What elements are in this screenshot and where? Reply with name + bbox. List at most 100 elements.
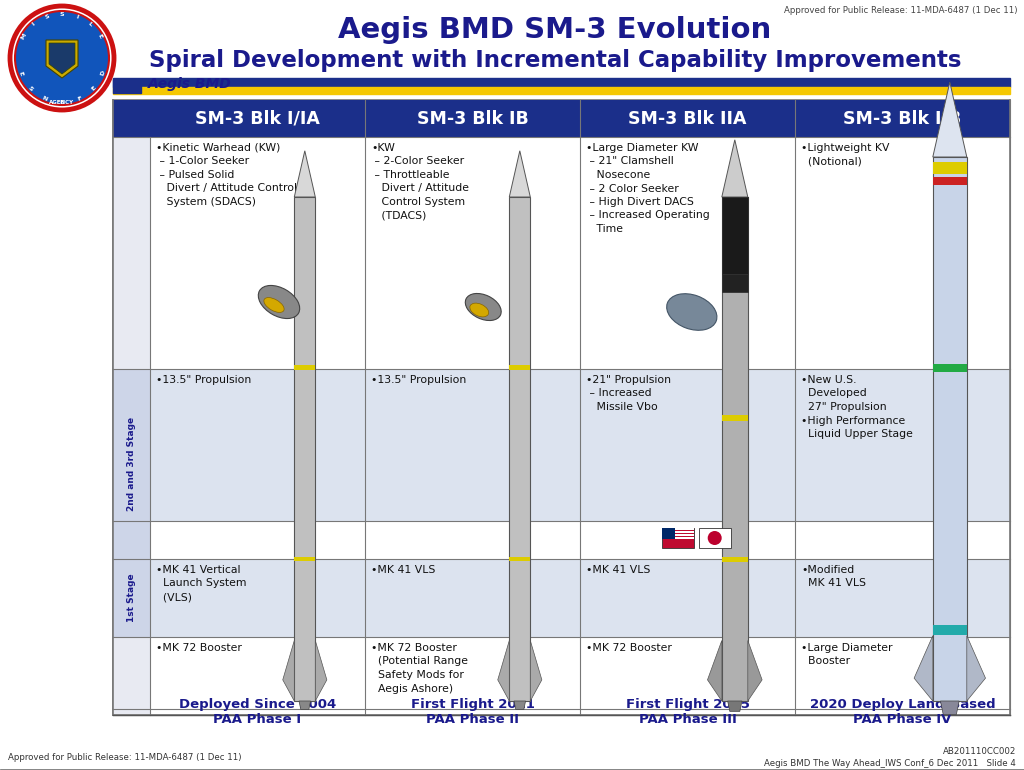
Text: SM-3 Blk IB: SM-3 Blk IB [417,109,528,128]
Text: •MK 41 VLS: •MK 41 VLS [371,565,435,575]
Text: Approved for Public Release: 11-MDA-6487 (1 Dec 11): Approved for Public Release: 11-MDA-6487… [784,6,1018,15]
Bar [722,197,748,701]
Text: S: S [27,85,34,92]
Text: – 21" Clamshell: – 21" Clamshell [586,156,674,166]
Text: S: S [59,12,65,16]
Text: E: E [17,70,24,76]
Text: (VLS): (VLS) [156,592,193,602]
Text: – 2-Color Seeker: – 2-Color Seeker [371,156,464,166]
Text: Aegis Ashore): Aegis Ashore) [371,684,454,694]
Ellipse shape [258,286,300,319]
Bar [795,637,1010,709]
Polygon shape [315,641,327,701]
Text: 2020 Deploy Land-Based
PAA Phase IV: 2020 Deploy Land-Based PAA Phase IV [810,698,995,726]
Polygon shape [283,641,294,701]
Bar [580,709,795,715]
Bar [698,528,731,548]
Text: •MK 72 Booster: •MK 72 Booster [586,643,672,653]
Text: SM-3 Blk IIB: SM-3 Blk IIB [844,109,962,128]
Bar [150,559,365,637]
Bar [113,559,150,637]
Bar [580,521,795,559]
Text: •13.5" Propulsion: •13.5" Propulsion [156,375,251,385]
Polygon shape [967,636,985,701]
Text: – 2 Color Seeker: – 2 Color Seeker [586,183,679,193]
Circle shape [708,531,722,545]
Bar [113,78,1010,87]
Bar [580,369,795,521]
Text: – Throttleable: – Throttleable [371,170,450,180]
Bar [365,709,580,715]
Text: SM-3 Blk I/IA: SM-3 Blk I/IA [195,109,319,128]
Bar [150,637,365,709]
Text: •KW: •KW [371,143,395,153]
Text: E: E [59,99,65,105]
Text: SM-3 Blk IIA: SM-3 Blk IIA [629,109,746,128]
Text: •MK 72 Booster: •MK 72 Booster [156,643,242,653]
Text: •21" Propulsion: •21" Propulsion [586,375,671,385]
Polygon shape [509,151,530,197]
Text: System (SDACS): System (SDACS) [156,197,256,207]
Polygon shape [49,43,75,74]
Bar [365,559,580,637]
Text: •Lightweight KV: •Lightweight KV [801,143,890,153]
Text: •Modified: •Modified [801,565,854,575]
Text: Safety Mods for: Safety Mods for [371,670,464,680]
Text: E: E [91,85,97,92]
Bar [933,162,967,174]
Text: •Large Diameter: •Large Diameter [801,643,893,653]
Text: – Pulsed Solid: – Pulsed Solid [156,170,234,180]
Bar [662,528,693,548]
Text: Aegis BMD: Aegis BMD [148,77,231,91]
Text: 27" Propulsion: 27" Propulsion [801,402,887,412]
Polygon shape [914,636,933,701]
Polygon shape [294,151,315,197]
Bar [113,637,150,715]
Text: Control System: Control System [371,197,465,207]
Bar [662,528,675,539]
Text: First Flight 2015
PAA Phase III: First Flight 2015 PAA Phase III [626,698,750,726]
Text: •13.5" Propulsion: •13.5" Propulsion [371,375,466,385]
Text: AGENCY: AGENCY [49,99,75,105]
Text: •Large Diameter KW: •Large Diameter KW [586,143,698,153]
Text: – High Divert DACS: – High Divert DACS [586,197,694,207]
Bar [933,625,967,635]
Bar [933,177,967,185]
Polygon shape [940,701,959,715]
Text: Nosecone: Nosecone [586,170,650,180]
Bar [509,557,530,561]
Text: N: N [41,95,48,102]
Ellipse shape [470,303,488,317]
Text: F: F [77,95,82,102]
Bar [509,365,530,370]
Text: Developed: Developed [801,389,866,399]
Bar [933,157,967,701]
Text: Aegis BMD The Way Ahead_IWS Conf_6 Dec 2011   Slide 4: Aegis BMD The Way Ahead_IWS Conf_6 Dec 2… [764,758,1016,768]
Ellipse shape [667,293,717,330]
Bar [509,197,530,701]
Text: (TDACS): (TDACS) [371,210,426,220]
Bar [294,197,315,701]
Text: D: D [100,70,106,76]
Polygon shape [708,641,722,701]
Bar [722,197,748,292]
Circle shape [10,6,114,110]
Ellipse shape [465,293,501,320]
Polygon shape [933,82,967,157]
Text: 1st Stage: 1st Stage [127,574,136,622]
Text: – Increased Operating: – Increased Operating [586,210,710,220]
Bar [365,637,580,709]
Bar [294,557,315,561]
Text: AB201110CC002: AB201110CC002 [943,748,1016,756]
Bar [662,531,693,533]
Text: (Notional): (Notional) [801,156,862,166]
Text: Time: Time [586,224,623,234]
Text: •New U.S.: •New U.S. [801,375,856,385]
Bar [795,709,1010,715]
Bar [662,537,693,539]
Polygon shape [498,641,509,701]
Bar [662,534,693,536]
Polygon shape [46,40,78,78]
Polygon shape [728,701,742,711]
Text: Booster: Booster [801,657,850,667]
